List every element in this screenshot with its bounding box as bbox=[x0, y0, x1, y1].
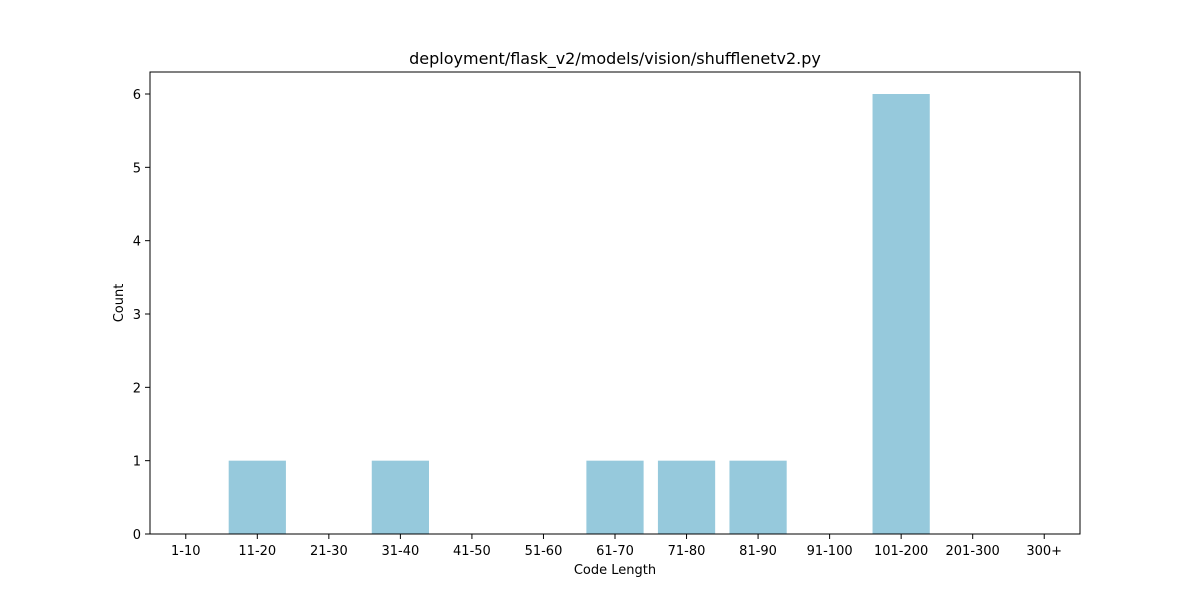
y-tick-label: 3 bbox=[133, 308, 141, 323]
y-tick-label: 2 bbox=[133, 381, 141, 396]
plot-frame bbox=[149, 71, 1081, 535]
x-tick-label: 41-50 bbox=[453, 544, 491, 559]
x-tick-label: 91-100 bbox=[807, 544, 853, 559]
y-ticks: 0 1 2 3 4 5 6 bbox=[133, 88, 150, 543]
bar-71-80 bbox=[657, 460, 716, 534]
x-tick-label: 31-40 bbox=[381, 544, 419, 559]
y-tick-label: 5 bbox=[133, 161, 141, 176]
x-tick-label: 11-20 bbox=[238, 544, 276, 559]
x-tick-label: 201-300 bbox=[946, 544, 1000, 559]
x-ticks: 1-10 11-20 21-30 31-40 41-50 51-60 61-70 71-80 8… bbox=[171, 534, 1062, 559]
y-tick-label: 0 bbox=[133, 528, 141, 543]
y-tick-label: 6 bbox=[133, 88, 141, 103]
bar-31-40 bbox=[371, 460, 429, 534]
y-axis-label: Count bbox=[112, 284, 127, 323]
bar-101-200 bbox=[872, 94, 930, 534]
x-tick-label: 101-200 bbox=[874, 544, 928, 559]
x-tick-label: 21-30 bbox=[310, 544, 348, 559]
y-tick-label: 1 bbox=[133, 455, 141, 470]
x-axis-label: Code Length bbox=[574, 563, 656, 578]
bar-11-20 bbox=[228, 460, 286, 534]
y-tick-label: 4 bbox=[133, 235, 141, 250]
bars-layer bbox=[228, 94, 930, 534]
x-tick-label: 71-80 bbox=[668, 544, 706, 559]
x-tick-label: 300+ bbox=[1026, 544, 1062, 559]
x-tick-label: 51-60 bbox=[525, 544, 563, 559]
x-tick-label: 61-70 bbox=[596, 544, 634, 559]
bar-61-70 bbox=[586, 460, 644, 534]
x-tick-label: 81-90 bbox=[739, 544, 777, 559]
chart-title: deployment/flask_v2/models/vision/shuffl… bbox=[409, 49, 821, 69]
x-tick-label: 1-10 bbox=[171, 544, 201, 559]
bar-81-90 bbox=[729, 460, 787, 534]
